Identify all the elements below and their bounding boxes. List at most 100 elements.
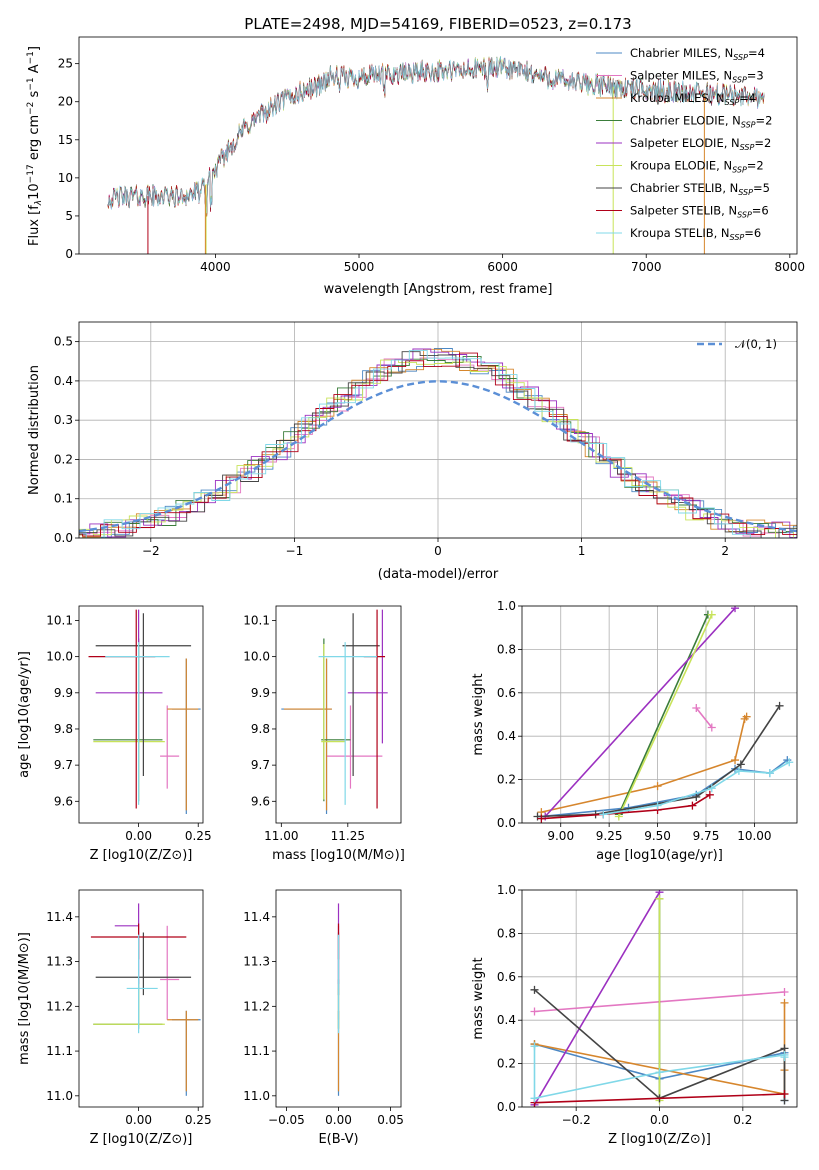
- weight-line: [533, 891, 661, 1106]
- plot-area: [107, 56, 765, 254]
- y-tick-label: 0.4: [54, 374, 73, 388]
- x-tick-label: 0.00: [125, 829, 152, 843]
- legend-series-name: Salpeter MILES: [630, 69, 716, 83]
- panel-3: 0.00 0.25 9.6 9.7 9.8 9.9 10.0 10.1 Z [log10(Z/Z…: [17, 605, 212, 863]
- plot-area: [79, 348, 797, 538]
- legend-series-name: Kroupa MILES: [630, 91, 709, 105]
- x-tick-label: −0.2: [562, 1113, 591, 1127]
- y-tick-label: 11.3: [243, 955, 270, 969]
- y-tick-label: 11.3: [46, 955, 73, 969]
- x-tick-label: 0.25: [185, 1113, 212, 1127]
- panel-7: −0.05 0.00 0.05 11.0 11.1 11.2 11.3 11.4 E(B-V): [243, 889, 404, 1147]
- y-tick-label: 11.1: [46, 1044, 73, 1058]
- x-tick-label: 9.25: [596, 829, 623, 843]
- y-tick-label: 1.0: [497, 599, 516, 613]
- legend-series-name: Chabrier ELODIE: [630, 114, 725, 128]
- panel-1: 4000 5000 6000 7000 8000 0 5 10 15 20 25 PLATE=2498…: [26, 15, 805, 297]
- y-axis-label-part: −1: [26, 51, 36, 64]
- y-tick-label: 9.8: [251, 722, 270, 736]
- legend-nssp-prefix: , N: [714, 226, 730, 240]
- y-tick-label: 11.4: [243, 910, 270, 924]
- legend-nssp-prefix: , N: [721, 204, 737, 218]
- x-tick-label: −2: [142, 544, 160, 558]
- histogram-step: [79, 351, 797, 538]
- y-tick-label: 0.1: [54, 492, 73, 506]
- x-tick-label: 7000: [631, 260, 662, 274]
- normal-curve: [79, 380, 797, 533]
- legend-subscript: SSP: [732, 76, 747, 85]
- legend-subscript: SSP: [737, 211, 752, 220]
- x-tick-label: 9.00: [547, 829, 574, 843]
- y-tick-label: 10: [58, 171, 73, 185]
- weight-line: [603, 761, 790, 816]
- weight-marker: [530, 1042, 539, 1051]
- weight-marker: [742, 712, 751, 721]
- plot-area: [90, 903, 201, 1096]
- x-axis-label: age [log10(age/yr)]: [596, 848, 723, 863]
- legend-nssp-value: =2: [756, 114, 773, 128]
- x-tick-label: 0.00: [125, 1113, 152, 1127]
- legend-nssp-prefix: , N: [709, 91, 725, 105]
- y-tick-label: 0.6: [497, 686, 516, 700]
- legend-label: Kroupa ELODIE, NSSP=2: [630, 159, 764, 175]
- plot-area: [88, 609, 201, 814]
- weight-marker: [765, 769, 774, 778]
- legend-nssp-value: =2: [754, 136, 771, 150]
- y-tick-label: 9.6: [54, 794, 73, 808]
- weight-line: [534, 1093, 785, 1104]
- weight-marker: [775, 701, 784, 710]
- weight-marker: [731, 606, 740, 613]
- plot-area: [281, 609, 388, 814]
- legend-series-name: Salpeter ELODIE: [630, 136, 724, 150]
- y-axis-label-part: −17: [26, 164, 36, 183]
- legend-nssp-prefix: , N: [716, 159, 732, 173]
- legend-label: Salpeter STELIB, NSSP=6: [630, 204, 769, 220]
- weight-marker: [530, 1007, 539, 1016]
- legend-nssp-prefix: , N: [717, 46, 733, 60]
- axes-frame: [78, 36, 798, 255]
- weight-line: [541, 759, 788, 818]
- x-tick-label: 10.00: [737, 829, 771, 843]
- weight-marker: [785, 758, 794, 767]
- legend-nssp-prefix: , N: [716, 69, 732, 83]
- x-axis-label: (data-model)/error: [378, 567, 499, 582]
- legend-nssp-value: =6: [752, 204, 769, 218]
- axes-frame: [521, 889, 798, 1108]
- y-axis-label-part: −2: [26, 102, 36, 115]
- panel-2: −2 −1 0 1 2 0.0 0.1 0.2 0.3 0.4 0.5 𝒩(0, 1) (data-mo…: [27, 321, 798, 582]
- y-axis-label: Normed distribution: [27, 365, 42, 495]
- weight-marker: [655, 894, 664, 903]
- legend-nssp-value: =5: [753, 181, 770, 195]
- legend-label: Kroupa STELIB, NSSP=6: [630, 226, 761, 242]
- legend-subscript: SSP: [740, 143, 755, 152]
- y-tick-label: 20: [58, 95, 73, 109]
- panel-4: 11.00 11.25 9.6 9.7 9.8 9.9 10.0 10.1 mass [log1…: [243, 605, 405, 863]
- y-axis-label: mass [log10(M/M⊙)]: [17, 932, 32, 1065]
- weight-marker: [653, 782, 662, 791]
- x-tick-label: 6000: [487, 260, 518, 274]
- legend-label: Salpeter MILES, NSSP=3: [630, 69, 764, 85]
- legend-nssp-value: =6: [744, 226, 761, 240]
- weight-marker: [530, 1094, 539, 1103]
- weight-line: [618, 614, 709, 815]
- plot-area: [530, 890, 789, 1107]
- y-tick-label: 0.8: [497, 642, 516, 656]
- legend-label: 𝒩(0, 1): [735, 337, 777, 351]
- x-axis-label: Z [log10(Z/Z⊙)]: [608, 1132, 711, 1147]
- x-tick-label: 0.00: [325, 1113, 352, 1127]
- axes-frame: [275, 889, 402, 1108]
- plot-area: [533, 606, 794, 823]
- legend-series-name: Kroupa STELIB: [630, 226, 714, 240]
- weight-line: [541, 716, 748, 813]
- weight-marker: [705, 790, 714, 799]
- weight-marker: [780, 998, 789, 1007]
- weight-marker: [692, 703, 701, 712]
- y-tick-label: 9.7: [54, 758, 73, 772]
- weight-marker: [688, 801, 697, 810]
- y-tick-label: 0.4: [497, 729, 516, 743]
- weight-marker: [530, 985, 539, 994]
- y-tick-label: 0.6: [497, 970, 516, 984]
- y-axis-label-part: −1: [26, 77, 36, 90]
